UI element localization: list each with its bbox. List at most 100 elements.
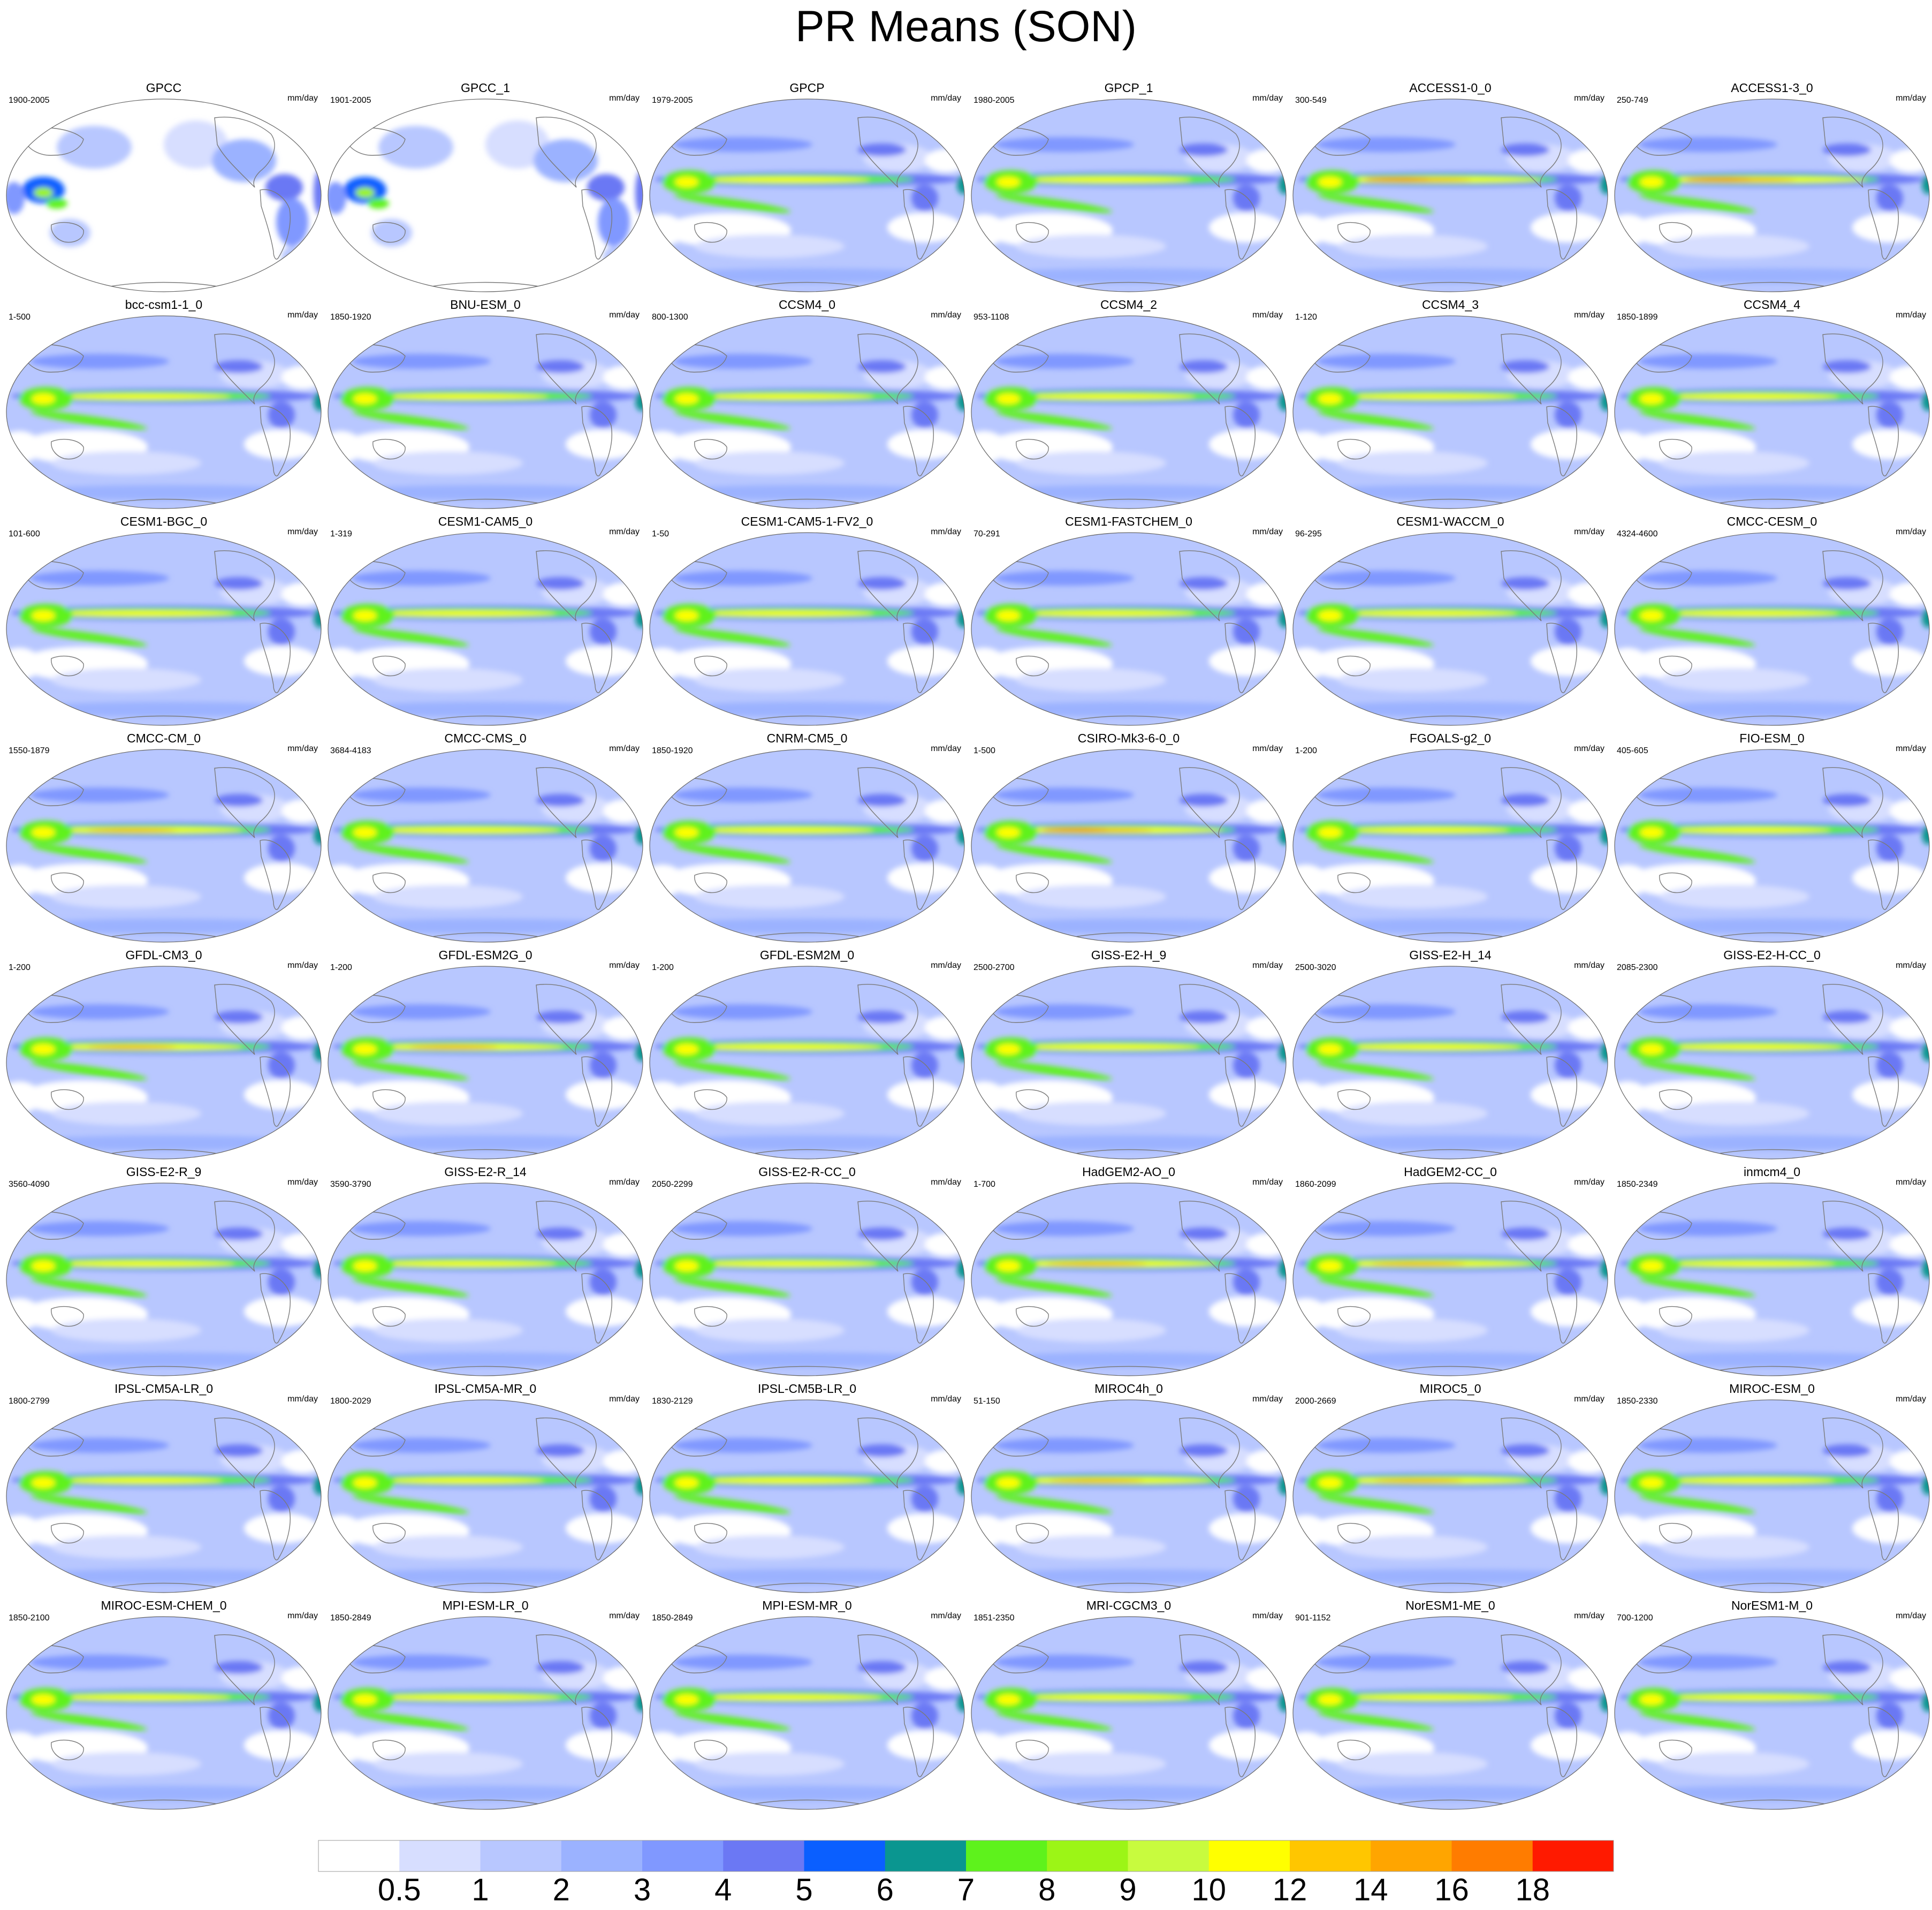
panel-title: GFDL-ESM2G_0 [438,948,533,962]
panel-period: 1-500 [9,313,31,322]
colorbar-swatch [1371,1840,1452,1871]
panel-period: 1850-2849 [652,1613,693,1623]
panel-period: 1-200 [652,963,674,972]
precip-map [649,315,965,509]
map-panel: GISS-E2-R_14 3590-3790 mm/day [325,1164,646,1381]
colorbar-swatch [723,1840,804,1871]
precip-map [1292,966,1608,1159]
map-panel: BNU-ESM_0 1850-1920 mm/day [325,297,646,514]
panel-title: HadGEM2-AO_0 [1082,1165,1175,1179]
colorbar-label: 1 [471,1873,489,1907]
panel-units: mm/day [1252,94,1283,103]
colorbar-label: 8 [1038,1873,1056,1907]
panel-title: CESM1-FASTCHEM_0 [1065,514,1192,528]
map-panel: CMCC-CESM_0 4324-4600 mm/day [1611,514,1932,731]
map-panel: MIROC-ESM_0 1850-2330 mm/day [1611,1381,1932,1598]
panel-period: 250-749 [1617,96,1648,105]
panel-title: GISS-E2-R-CC_0 [758,1165,856,1179]
panel-title: CMCC-CM_0 [127,731,201,745]
map-panel: CESM1-WACCM_0 96-295 mm/day [1290,514,1611,731]
precip-map [6,1183,322,1376]
map-panel: HadGEM2-AO_0 1-700 mm/day [968,1164,1289,1381]
map-panel: HadGEM2-CC_0 1860-2099 mm/day [1290,1164,1611,1381]
panel-title: GISS-E2-H_14 [1409,948,1492,962]
panel-period: 1800-2029 [330,1397,371,1406]
panel-title: MIROC-ESM-CHEM_0 [101,1598,227,1612]
panel-units: mm/day [931,1611,961,1620]
map-panel: GISS-E2-H_14 2500-3020 mm/day [1290,948,1611,1164]
panel-title: GPCP [789,81,825,95]
panel-period: 2500-2700 [973,963,1015,972]
colorbar-swatch [399,1840,481,1871]
panel-title: MPI-ESM-MR_0 [762,1598,852,1612]
panel-period: 1-700 [973,1180,995,1189]
panel-units: mm/day [1896,527,1926,536]
map-panel: MPI-ESM-MR_0 1850-2849 mm/day [646,1598,968,1815]
precip-map [1292,98,1608,292]
panel-period: 700-1200 [1617,1613,1653,1623]
panel-units: mm/day [287,961,318,970]
colorbar-swatch [1208,1840,1290,1871]
panel-title: inmcm4_0 [1743,1165,1801,1179]
panel-title: MIROC5_0 [1419,1382,1481,1396]
panel-title: CESM1-CAM5_0 [438,514,533,528]
panel-period: 1800-2799 [9,1397,50,1406]
colorbar-label: 0.5 [377,1873,421,1907]
map-panel: CMCC-CM_0 1550-1879 mm/day [3,731,324,948]
precip-map [1614,1183,1930,1376]
panel-period: 901-1152 [1295,1613,1331,1623]
panel-period: 96-295 [1295,529,1322,539]
map-panel: GFDL-ESM2G_0 1-200 mm/day [325,948,646,1164]
precip-map [328,98,643,292]
precip-map [1614,966,1930,1159]
precip-map [649,532,965,726]
panel-period: 2050-2299 [652,1180,693,1189]
map-panel: CESM1-FASTCHEM_0 70-291 mm/day [968,514,1289,731]
panel-period: 1-200 [9,963,31,972]
map-panel: CCSM4_0 800-1300 mm/day [646,297,968,514]
colorbar-label: 18 [1515,1873,1550,1907]
map-panel: GFDL-CM3_0 1-200 mm/day [3,948,324,1164]
panel-period: 3560-4090 [9,1180,50,1189]
page-title: PR Means (SON) [795,2,1137,51]
precip-map [6,1399,322,1593]
panel-title: BNU-ESM_0 [450,298,521,312]
panel-title: CMCC-CESM_0 [1726,514,1817,528]
map-panel: inmcm4_0 1850-2349 mm/day [1611,1164,1932,1381]
panel-units: mm/day [609,1394,640,1404]
panel-units: mm/day [931,744,961,753]
panel-units: mm/day [287,527,318,536]
precip-map [1614,532,1930,726]
colorbar-swatch [804,1840,886,1871]
colorbar-swatch [1532,1840,1614,1871]
panel-title: CCSM4_2 [1100,298,1158,312]
panel-units: mm/day [1252,527,1283,536]
precip-map [649,966,965,1159]
panel-title: GFDL-ESM2M_0 [759,948,855,962]
precip-map [328,1399,643,1593]
panel-period: 1-120 [1295,313,1317,322]
panel-units: mm/day [1574,527,1604,536]
panel-units: mm/day [287,1611,318,1620]
panel-title: CSIRO-Mk3-6-0_0 [1077,731,1180,745]
precip-map [328,532,643,726]
panel-units: mm/day [1896,1611,1926,1620]
map-panel-grid: GPCC 1900-2005 mm/day GPCC_1 1901-2005 mm/day… [3,80,1932,1815]
map-panel: CMCC-CMS_0 3684-4183 mm/day [325,731,646,948]
panel-title: HadGEM2-CC_0 [1404,1165,1497,1179]
panel-period: 1830-2129 [652,1397,693,1406]
panel-period: 101-600 [9,529,40,539]
map-panel: NorESM1-M_0 700-1200 mm/day [1611,1598,1932,1815]
panel-units: mm/day [1896,94,1926,103]
precip-map [6,532,322,726]
colorbar-swatch [1128,1840,1210,1871]
map-panel: CCSM4_4 1850-1899 mm/day [1611,297,1932,514]
precip-map [971,749,1287,943]
panel-title: GPCC_1 [460,81,511,95]
map-panel: GPCP_1 1980-2005 mm/day [968,80,1289,297]
map-panel: NorESM1-ME_0 901-1152 mm/day [1290,1598,1611,1815]
panel-period: 405-605 [1617,746,1648,755]
precip-map [1614,1399,1930,1593]
map-panel: GPCC 1900-2005 mm/day [3,80,324,297]
panel-period: 300-549 [1295,96,1327,105]
